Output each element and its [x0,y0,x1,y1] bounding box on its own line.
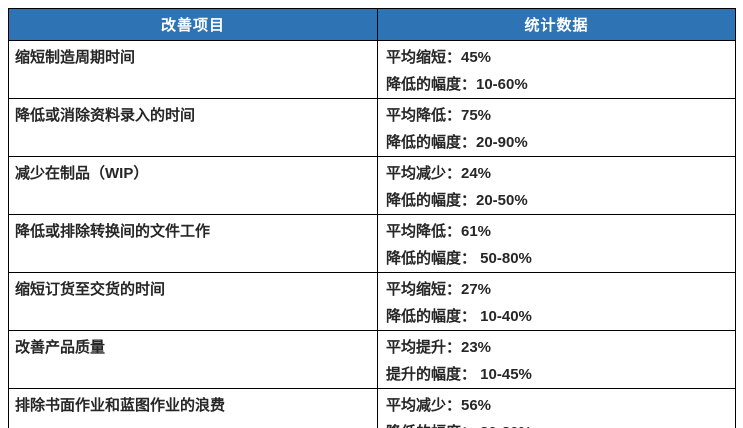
stat-line-average: 平均缩短：27% [386,281,492,298]
column-header-improvement-items: 改善项目 [8,8,378,41]
item-cell: 缩短订货至交货的时间 [8,272,378,331]
item-cell: 降低或排除转换间的文件工作 [8,214,378,273]
stats-cell: 平均缩短：45% 降低的幅度：10-60% [377,40,736,99]
stat-line-range: 降低的幅度：20-50% [386,192,528,209]
stats-cell: 平均减少：24% 降低的幅度：20-50% [377,156,736,215]
table-row: 降低或排除转换间的文件工作 平均降低：61% 降低的幅度： 50-80% [8,214,736,273]
stats-cell: 平均提升：23% 提升的幅度： 10-45% [377,330,736,389]
stats-cell: 平均减少：56% 降低的幅度： 30-80% [377,388,736,428]
stat-line-range: 降低的幅度： 10-40% [386,308,532,325]
stat-line-range: 降低的幅度：20-90% [386,134,528,151]
stats-cell: 平均降低：75% 降低的幅度：20-90% [377,98,736,157]
stat-line-average: 平均降低：75% [386,107,492,124]
table-row: 减少在制品（WIP） 平均减少：24% 降低的幅度：20-50% [8,156,736,215]
stat-line-average: 平均降低：61% [386,223,492,240]
header-row: 改善项目 统计数据 [8,8,736,41]
stat-line-average: 平均减少：56% [386,397,492,414]
stat-line-average: 平均减少：24% [386,165,492,182]
stat-line-range: 降低的幅度： 30-80% [386,419,729,428]
stat-line-average: 平均缩短：45% [386,49,492,66]
improvement-stats-table: 改善项目 统计数据 缩短制造周期时间 平均缩短：45% 降低的幅度：10-60%… [8,8,736,428]
column-header-statistics: 统计数据 [377,8,736,41]
table-row: 降低或消除资料录入的时间 平均降低：75% 降低的幅度：20-90% [8,98,736,157]
item-cell: 缩短制造周期时间 [8,40,378,99]
table-row: 改善产品质量 平均提升：23% 提升的幅度： 10-45% [8,330,736,389]
item-cell: 减少在制品（WIP） [8,156,378,215]
item-cell: 降低或消除资料录入的时间 [8,98,378,157]
item-cell: 改善产品质量 [8,330,378,389]
stat-line-range: 降低的幅度： 50-80% [386,250,532,267]
table-row: 缩短制造周期时间 平均缩短：45% 降低的幅度：10-60% [8,40,736,99]
stats-cell: 平均降低：61% 降低的幅度： 50-80% [377,214,736,273]
stat-line-range: 提升的幅度： 10-45% [386,366,532,383]
stats-cell: 平均缩短：27% 降低的幅度： 10-40% [377,272,736,331]
item-cell: 排除书面作业和蓝图作业的浪费 [8,388,378,428]
table-row: 缩短订货至交货的时间 平均缩短：27% 降低的幅度： 10-40% [8,272,736,331]
table-row: 排除书面作业和蓝图作业的浪费 平均减少：56% 降低的幅度： 30-80% [8,388,736,428]
stat-line-range: 降低的幅度：10-60% [386,76,528,93]
stat-line-average: 平均提升：23% [386,339,492,356]
